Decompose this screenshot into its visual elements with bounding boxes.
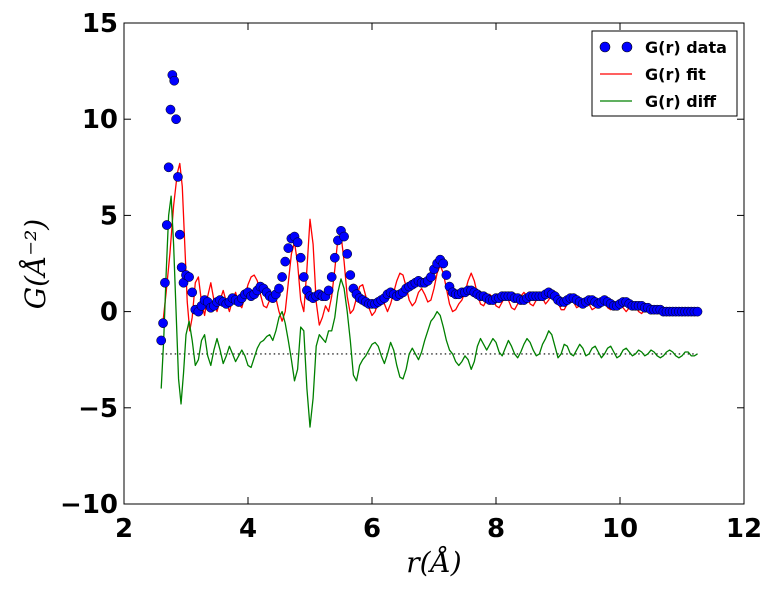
y-tick-label: 10	[82, 105, 118, 135]
y-tick-label: −5	[78, 394, 118, 424]
data-point	[295, 252, 306, 263]
legend: G(r) data G(r) fit G(r) diff	[591, 30, 738, 117]
x-tick-label: 6	[363, 514, 381, 544]
data-point	[345, 270, 356, 280]
data-point	[298, 272, 309, 282]
data-point	[277, 272, 287, 282]
data-point	[158, 318, 168, 328]
data-point	[280, 256, 291, 267]
y-tick-label: −10	[60, 490, 118, 520]
legend-label-diff: G(r) diff	[645, 92, 717, 111]
data-point	[184, 272, 194, 282]
plot-frame	[123, 22, 745, 505]
data-point	[173, 172, 183, 182]
data-point	[292, 237, 303, 248]
x-tick-label: 12	[726, 514, 762, 544]
data-point	[342, 249, 353, 259]
legend-data-marker-1	[599, 41, 611, 53]
data-point	[176, 262, 187, 273]
data-point	[326, 272, 337, 282]
legend-label-fit: G(r) fit	[645, 65, 706, 84]
x-tick-label: 10	[602, 514, 638, 544]
data-point	[283, 243, 294, 253]
data-point	[165, 104, 176, 115]
data-point	[187, 287, 198, 298]
data-point	[441, 270, 452, 280]
y-tick-label: 0	[100, 298, 118, 328]
data-point	[163, 162, 174, 173]
y-tick-label: 15	[82, 9, 118, 39]
legend-data-marker-2	[621, 41, 633, 53]
y-axis-label: G(Å⁻²)	[19, 219, 52, 309]
tick-labels-layer: 2 4 6 8 10 12 −10 −5 0 5 10 15	[60, 9, 762, 544]
data-point	[339, 231, 349, 242]
data-point	[438, 258, 449, 269]
data-point	[169, 75, 180, 86]
data-point	[692, 306, 703, 317]
x-tick-label: 2	[115, 514, 133, 544]
series-line-g-r-diff	[160, 195, 698, 428]
legend-label-data: G(r) data	[645, 38, 727, 57]
series-layer	[156, 70, 703, 428]
x-tick-label: 4	[239, 514, 257, 544]
data-point	[274, 283, 284, 294]
x-tick-label: 8	[487, 514, 505, 544]
series-line-g-r-fit	[161, 162, 698, 332]
data-point	[323, 285, 334, 296]
data-point	[156, 335, 167, 346]
data-point	[171, 114, 181, 125]
ticks-layer	[123, 22, 745, 505]
y-tick-label: 5	[100, 201, 118, 231]
data-point	[161, 220, 172, 230]
data-point	[160, 277, 170, 288]
x-axis-label: r(Å)	[406, 546, 461, 579]
data-point	[329, 252, 340, 263]
data-point	[174, 229, 185, 240]
